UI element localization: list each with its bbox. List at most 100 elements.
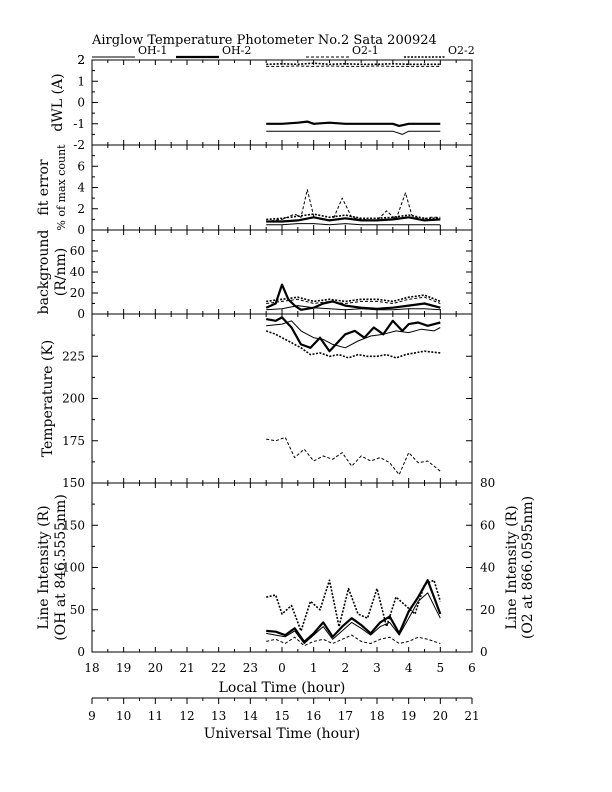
series-fit-oh-1 (266, 223, 441, 226)
y-tick-label: -2 (73, 138, 85, 152)
panel-frame (91, 59, 473, 146)
series-int-oh-1 (266, 592, 441, 644)
local-tick-label: 2 (342, 661, 350, 675)
local-tick-label: 21 (179, 661, 194, 675)
series-bg-oh-2 (265, 283, 441, 311)
y-tick-label: 1 (77, 74, 85, 88)
ut-tick-label: 19 (401, 709, 416, 723)
ut-tick-label: 20 (433, 709, 448, 723)
y-tick-label: 6 (77, 159, 85, 173)
legend-label-oh-1: OH-1 (138, 44, 167, 57)
y-tick-label: 175 (62, 434, 85, 448)
y-tick-label: 150 (62, 476, 85, 490)
y-tick-label: 150 (62, 518, 85, 532)
y-tick-label: 0 (77, 96, 85, 110)
y2-tick-label: 40 (480, 561, 495, 575)
y-tick-label: 2 (77, 53, 85, 67)
panel-frame (91, 313, 473, 484)
series-dwl-oh-1 (266, 130, 441, 135)
y-tick-label: -1 (73, 117, 85, 131)
y-tick-label: 2 (77, 202, 85, 216)
series-fit-o2-2 (266, 213, 441, 221)
y-tick-label: 0 (77, 645, 85, 659)
y2-axis-subtitle: (O2 at 866.0595nm) (520, 496, 536, 639)
y-tick-label: 20 (70, 286, 85, 300)
y-axis-title: Line Intensity (R) (36, 505, 52, 629)
y-axis-subtitle: (OH at 846.5555nm) (53, 494, 69, 641)
y2-tick-label: 80 (480, 476, 495, 490)
series-temp-oh-2 (266, 316, 441, 353)
ut-tick-label: 13 (211, 709, 226, 723)
ut-tick-label: 11 (148, 709, 163, 723)
y-tick-label: 225 (62, 349, 85, 363)
legend-label-o2-1: O2-1 (352, 44, 379, 57)
local-tick-label: 3 (373, 661, 381, 675)
panel-frame (91, 144, 473, 231)
ut-tick-label: 17 (338, 709, 353, 723)
y2-tick-label: 20 (480, 603, 495, 617)
local-tick-label: 18 (84, 661, 99, 675)
y-axis-subtitle: % of max count (55, 144, 68, 231)
y-axis-title: dWL (A) (50, 73, 66, 131)
series-fit-oh-2 (266, 216, 441, 223)
y-tick-label: 0 (77, 223, 85, 237)
series-bg-o2-2 (266, 294, 441, 303)
y-tick-label: 50 (70, 603, 85, 617)
y-axis-title: fit error (36, 159, 52, 216)
legend-label-oh-2: OH-2 (222, 44, 251, 57)
y-axis-title: background (36, 230, 52, 315)
local-tick-label: 19 (116, 661, 131, 675)
ut-tick-label: 9 (88, 709, 96, 723)
y-tick-label: 4 (77, 181, 85, 195)
local-tick-label: 22 (211, 661, 226, 675)
series-bg-o2-1 (266, 296, 441, 304)
y-tick-label: 200 (62, 392, 85, 406)
ut-tick-label: 21 (464, 709, 479, 723)
panel-frame (91, 482, 473, 653)
local-tick-label: 1 (310, 661, 318, 675)
series-dwl-o2-2 (266, 62, 441, 66)
local-tick-label: 23 (243, 661, 258, 675)
series-int-o2-1 (266, 634, 441, 647)
ut-axis-title: Universal Time (hour) (204, 726, 361, 742)
series-fit-o2-1 (266, 189, 441, 222)
ut-tick-label: 15 (274, 709, 289, 723)
local-tick-label: 6 (468, 661, 476, 675)
series-int-o2-2 (266, 579, 442, 632)
y-tick-label: 0 (77, 307, 85, 321)
y2-tick-label: 60 (480, 518, 495, 532)
y-tick-label: 60 (70, 244, 85, 258)
y2-axis-title: Line Intensity (R) (504, 505, 520, 629)
local-axis-title: Local Time (hour) (219, 680, 346, 696)
local-tick-label: 5 (437, 661, 445, 675)
local-tick-label: 4 (405, 661, 413, 675)
ut-tick-label: 12 (179, 709, 194, 723)
y-tick-label: 100 (62, 561, 85, 575)
legend: OH-1 OH-2 O2-1 O2-2 (92, 44, 475, 59)
ut-tick-label: 14 (243, 709, 259, 723)
series-temp-o2-2 (265, 330, 441, 359)
y2-tick-label: 0 (480, 645, 488, 659)
panels: -2 -1 0 1 2 2 dWL (A) 0 2 4 6 fit error% of max cou… (36, 53, 536, 659)
chart-title: Airglow Temperature Photometer No.2 Sata… (91, 33, 437, 48)
panel-bg: 0 20 40 60 background (R/nm) (36, 229, 473, 321)
series-temp-oh-1 (266, 320, 441, 349)
ut-tick-label: 18 (369, 709, 384, 723)
panel-fit: 0 2 4 6 fit error% of max count (36, 144, 473, 237)
y-axis-subtitle: (R/nm) (53, 248, 69, 296)
y-tick-label: 2 (77, 53, 85, 67)
series-int-oh-2 (266, 579, 442, 644)
series-dwl-oh-2 (266, 120, 441, 128)
series-temp-o2-1 (266, 436, 441, 476)
legend-label-o2-2: O2-2 (448, 44, 475, 57)
ut-tick-label: 16 (306, 709, 321, 723)
ut-tick-label: 10 (116, 709, 131, 723)
local-tick-label: 20 (148, 661, 163, 675)
y-tick-label: 40 (70, 265, 85, 279)
local-tick-label: 0 (278, 661, 286, 675)
y-axis-title: Temperature (K) (40, 340, 56, 458)
